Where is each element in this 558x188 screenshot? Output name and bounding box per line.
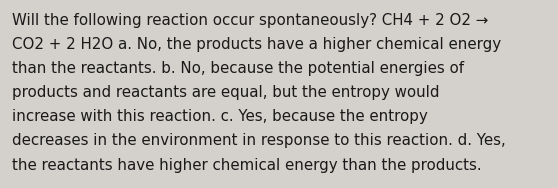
Text: products and reactants are equal, but the entropy would: products and reactants are equal, but th… <box>12 85 440 100</box>
Text: Will the following reaction occur spontaneously? CH4 + 2 O2 →: Will the following reaction occur sponta… <box>12 13 489 28</box>
Text: increase with this reaction. c. Yes, because the entropy: increase with this reaction. c. Yes, bec… <box>12 109 428 124</box>
Text: than the reactants. b. No, because the potential energies of: than the reactants. b. No, because the p… <box>12 61 464 76</box>
Text: the reactants have higher chemical energy than the products.: the reactants have higher chemical energ… <box>12 158 482 173</box>
Text: decreases in the environment in response to this reaction. d. Yes,: decreases in the environment in response… <box>12 133 506 149</box>
Text: CO2 + 2 H2O a. No, the products have a higher chemical energy: CO2 + 2 H2O a. No, the products have a h… <box>12 37 502 52</box>
